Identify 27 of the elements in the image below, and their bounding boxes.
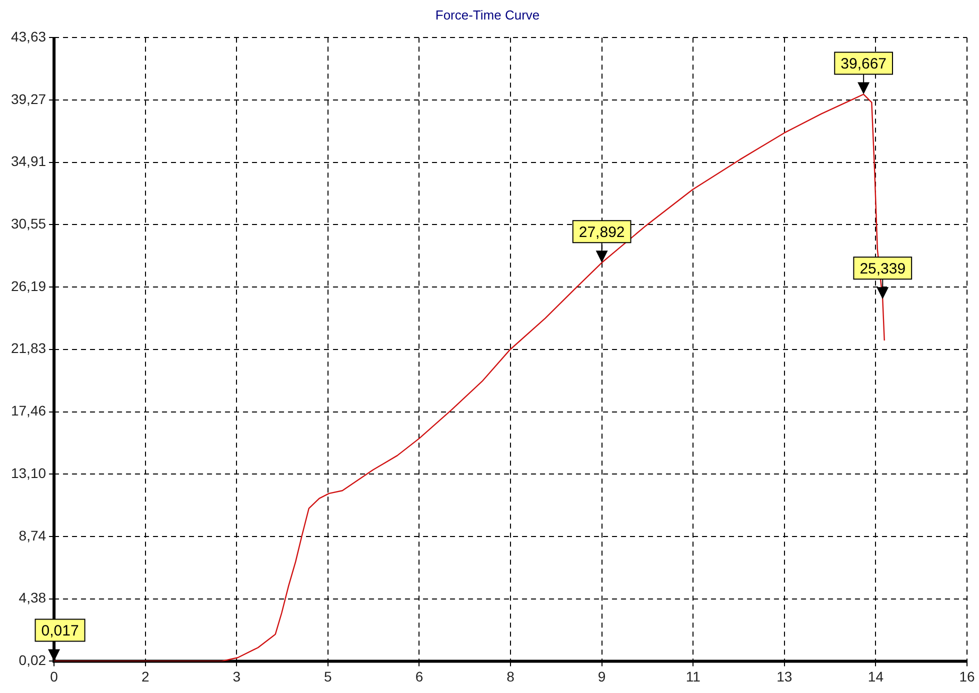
y-tick-label: 43,63 (10, 28, 46, 44)
x-tick-label: 8 (506, 668, 515, 684)
annotation: 0,017 (41, 622, 79, 640)
annotation: 25,339 (860, 260, 906, 278)
x-tick-label: 2 (141, 668, 150, 684)
y-tick-label: 17,46 (10, 402, 46, 419)
x-tick-label: 0 (50, 668, 58, 684)
y-tick-label: 21,83 (10, 340, 46, 356)
annotation: 27,892 (578, 224, 625, 241)
x-tick-label: 5 (324, 668, 332, 684)
x-tick-label: 16 (959, 668, 975, 684)
x-tick-label: 9 (598, 668, 606, 684)
y-tick-label: 4,38 (18, 590, 46, 606)
chart-title: Force-Time Curve (435, 7, 540, 22)
y-tick-label: 8,74 (18, 527, 46, 544)
x-tick-label: 13 (776, 668, 792, 684)
y-tick-label: 39,27 (10, 90, 46, 107)
y-tick-label: 30,55 (10, 215, 46, 232)
y-tick-label: 13,10 (10, 465, 46, 482)
x-tick-label: 11 (686, 668, 701, 684)
x-tick-label: 14 (868, 668, 884, 684)
y-tick-label: 26,19 (10, 278, 46, 294)
annotation: 39,667 (840, 55, 887, 72)
y-tick-label: 0,02 (18, 652, 46, 668)
x-tick-label: 6 (415, 668, 424, 684)
y-tick-label: 34,91 (10, 153, 46, 170)
x-tick-label: 3 (232, 668, 241, 684)
